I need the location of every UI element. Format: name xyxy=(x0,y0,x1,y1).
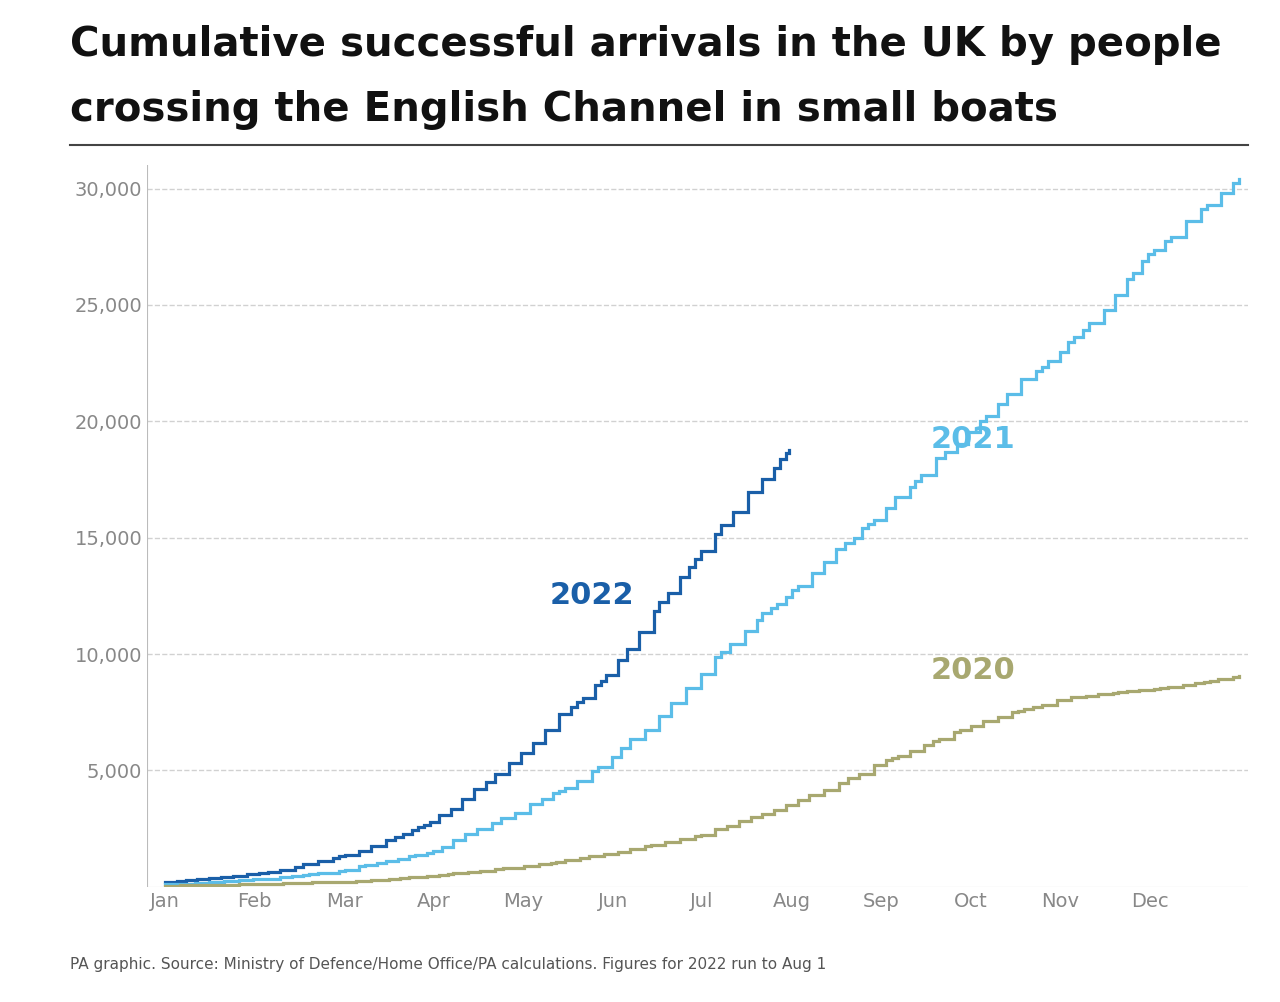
Text: crossing the English Channel in small boats: crossing the English Channel in small bo… xyxy=(70,90,1059,130)
Text: Cumulative successful arrivals in the UK by people: Cumulative successful arrivals in the UK… xyxy=(70,25,1222,65)
Text: 2022: 2022 xyxy=(550,581,635,610)
Text: 2020: 2020 xyxy=(931,656,1015,684)
Text: 2021: 2021 xyxy=(931,426,1015,455)
Text: PA graphic. Source: Ministry of Defence/Home Office/PA calculations. Figures for: PA graphic. Source: Ministry of Defence/… xyxy=(70,957,827,972)
